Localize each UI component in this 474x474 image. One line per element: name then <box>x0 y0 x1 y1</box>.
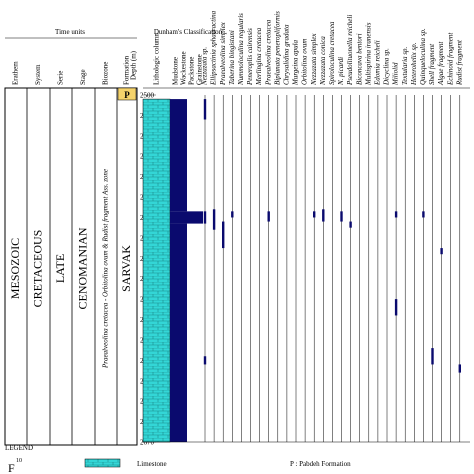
depth-label: Depth (m) <box>130 50 138 80</box>
figure-label: F <box>8 461 15 474</box>
occurrence <box>431 348 434 365</box>
time-unit: MESOZOIC <box>8 238 22 299</box>
occurrence <box>222 221 225 249</box>
occurrence <box>422 211 425 218</box>
taxon-label: Shell fragment <box>428 43 436 85</box>
taxon-label: Miliolid <box>392 62 400 86</box>
dunham-bar <box>170 223 187 442</box>
taxon-label: Multispirina iranensis <box>364 22 372 86</box>
taxon-label: Dicyclina sp. <box>383 48 391 86</box>
limestone-swatch <box>84 458 121 468</box>
occurrence <box>212 209 216 230</box>
column-header: Serie <box>57 71 65 85</box>
occurrence <box>394 211 398 218</box>
taxon-label: Biconcava bentori <box>355 33 363 85</box>
depth-tick-label: 2500 <box>140 92 155 100</box>
time-unit: CRETACEOUS <box>30 230 44 308</box>
occurrence <box>313 211 316 218</box>
taxon-label: Praealveolina simplex <box>219 21 227 86</box>
taxon-label: Quinqueloculina sp. <box>419 28 427 85</box>
dunham-title: Dunham's Classification <box>154 28 223 36</box>
texture-label: Wackestone <box>180 51 188 85</box>
time-unit: CENOMANIAN <box>75 227 89 309</box>
taxon-label: Pseudolituonella reicheli <box>346 15 354 86</box>
column-header: Formation <box>123 55 131 85</box>
time-table <box>4 87 138 446</box>
taxon-label: Echinoid fragment <box>446 32 454 86</box>
occurrence <box>203 211 207 224</box>
column-header: Biozone <box>102 62 110 85</box>
occurrence <box>458 364 461 373</box>
taxon-label: Merlingina cretacea <box>255 27 263 86</box>
legend-title: LEGEND <box>5 444 33 452</box>
occurrence <box>231 211 234 218</box>
taxon-label: Nezzazata sp. <box>201 47 209 86</box>
taxon-label: Rudist fragment <box>455 39 463 86</box>
texture-label: Packstone <box>188 57 196 85</box>
time-unit: Praealveolina cretacea - Orbitolina ovum… <box>102 169 110 369</box>
taxon-label: Orbitolina ovum <box>301 39 309 85</box>
occurrence <box>322 209 325 222</box>
taxon-label: Peneroplis cairensis <box>246 28 254 86</box>
taxon-label: Nezzazata conica <box>319 36 327 86</box>
occurrence <box>203 99 207 120</box>
dunham-bar <box>170 211 203 224</box>
depth-tick-label: 2670 <box>140 439 155 447</box>
time-unit: LATE <box>53 254 67 283</box>
dunham-bar <box>170 99 187 212</box>
taxon-label: Chrysalidina gradata <box>283 24 291 85</box>
taxon-label: Spiroloculina cretacea <box>328 21 336 85</box>
taxon-label: Heterohelix sp. <box>410 42 418 86</box>
lithology-label: Lithologic column <box>153 33 161 85</box>
texture-label: Mudstone <box>172 57 180 85</box>
taxon-label: Biplanata peneropliformis <box>273 11 281 85</box>
time-unit: SARVAK <box>119 245 133 292</box>
taxon-label: Praealveolina cretacea <box>264 19 272 86</box>
taxon-label: Algae fragment <box>437 41 445 86</box>
occurrence <box>203 356 207 365</box>
column-header: System <box>34 64 42 85</box>
occurrence <box>394 299 398 316</box>
top-unit: P <box>124 90 130 100</box>
taxon-label: Edomia reicheli <box>374 40 382 86</box>
lithology-column <box>142 98 171 443</box>
column-header: Erathem <box>12 61 20 85</box>
texture-label: Grainstone <box>196 54 204 85</box>
taxon-label: Nummoloculina regularis <box>237 13 245 86</box>
taxon-label: Taberina bingistani <box>228 30 236 85</box>
occurrence <box>267 211 270 222</box>
legend-pabdeh: P : Pabdeh Formation <box>290 460 351 468</box>
figure-sup: 10 <box>16 458 22 464</box>
occurrence <box>440 248 443 255</box>
taxon-label: Textularia sp. <box>401 47 409 85</box>
taxon-label: Ellipsactinia sphaeractina <box>210 10 218 86</box>
time-units-title: Time units <box>55 28 85 36</box>
pabdeh-box <box>117 87 137 101</box>
taxon-label: Murgeina apula <box>292 39 300 86</box>
column-header: Stage <box>79 69 87 85</box>
occurrence <box>349 221 352 228</box>
taxon-label: N. picardi <box>337 57 345 86</box>
legend-limestone: Limestone <box>137 460 167 468</box>
taxon-label: Nezzazata simplex <box>310 33 318 86</box>
occurrence <box>340 211 343 222</box>
